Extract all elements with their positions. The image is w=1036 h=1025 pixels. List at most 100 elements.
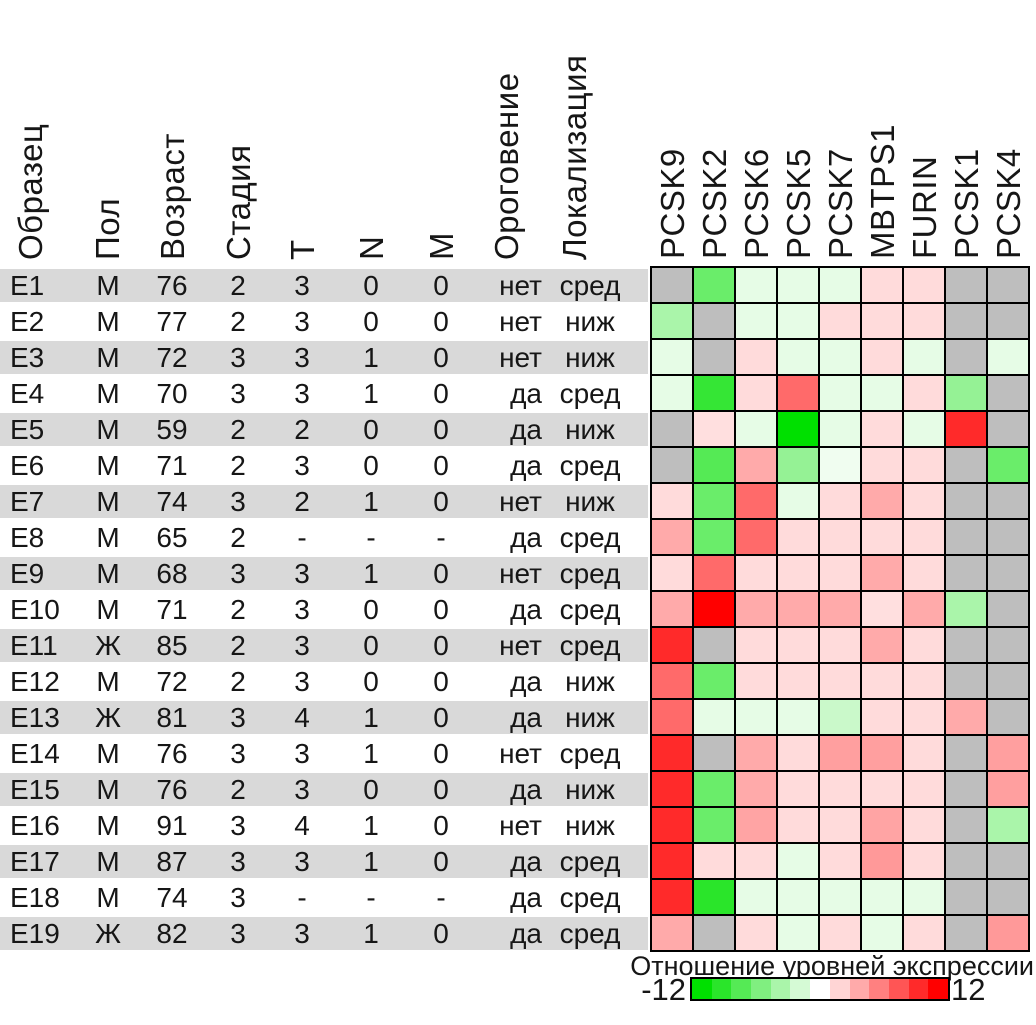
heatmap-cell-E14-PCSK4 xyxy=(988,736,1028,770)
heatmap-cell-E13-PCSK7 xyxy=(820,700,860,734)
heatmap-cell-E13-PCSK1 xyxy=(946,700,986,734)
heatmap-cell-E3-MBTPS1 xyxy=(862,340,902,374)
cell: 2 xyxy=(294,414,310,445)
cell: 2 xyxy=(230,774,246,805)
heatmap-cell-E18-PCSK9 xyxy=(652,880,692,914)
heatmap-cell-E15-PCSK4 xyxy=(988,772,1028,806)
heatmap-cell-E18-MBTPS1 xyxy=(862,880,902,914)
heatmap-cell-E18-PCSK7 xyxy=(820,880,860,914)
cell: ниж xyxy=(565,486,615,517)
heatmap-cell-E17-PCSK4 xyxy=(988,844,1028,878)
heatmap-cell-E7-PCSK4 xyxy=(988,484,1028,518)
heatmap-cell-E19-PCSK5 xyxy=(778,916,818,950)
cell: нет xyxy=(499,342,542,373)
cell: 3 xyxy=(294,738,310,769)
legend-gradient-segment xyxy=(869,979,889,999)
cell: Ж xyxy=(95,702,121,733)
cell: 4 xyxy=(294,810,310,841)
cell: E12 xyxy=(10,666,60,697)
cell: нет xyxy=(499,630,542,661)
heatmap-cell-E5-PCSK4 xyxy=(988,412,1028,446)
gene-header-pcsk9: PCSK9 xyxy=(654,148,691,259)
heatmap-cell-E16-PCSK7 xyxy=(820,808,860,842)
cell: 3 xyxy=(294,450,310,481)
cell: нет xyxy=(499,738,542,769)
column-header-7: М xyxy=(423,232,460,260)
cell: 74 xyxy=(156,882,188,913)
heatmap-cell-E9-FURIN xyxy=(904,556,944,590)
heatmap-cell-E7-PCSK9 xyxy=(652,484,692,518)
heatmap-cell-E11-PCSK6 xyxy=(736,628,776,662)
cell: 0 xyxy=(433,774,449,805)
cell: 0 xyxy=(363,450,379,481)
heatmap-cell-E6-PCSK4 xyxy=(988,448,1028,482)
heatmap-cell-E12-PCSK5 xyxy=(778,664,818,698)
heatmap-cell-E8-PCSK2 xyxy=(694,520,734,554)
heatmap-cell-E8-PCSK6 xyxy=(736,520,776,554)
cell: E3 xyxy=(10,342,45,373)
cell: 3 xyxy=(230,702,246,733)
heatmap-cell-E4-FURIN xyxy=(904,376,944,410)
heatmap-cell-E4-MBTPS1 xyxy=(862,376,902,410)
cell: 0 xyxy=(433,738,449,769)
cell: да xyxy=(510,882,542,913)
heatmap-cell-E9-PCSK1 xyxy=(946,556,986,590)
heatmap-cell-E13-PCSK6 xyxy=(736,700,776,734)
legend-color-scale xyxy=(690,977,950,1001)
heatmap-cell-E11-PCSK5 xyxy=(778,628,818,662)
cell: ниж xyxy=(565,342,615,373)
heatmap-cell-E17-PCSK6 xyxy=(736,844,776,878)
heatmap-cell-E2-PCSK9 xyxy=(652,304,692,338)
cell: М xyxy=(96,270,120,301)
table-row-E2: E2 М 77 2 3 0 0 нет ниж xyxy=(0,304,648,340)
cell: - xyxy=(297,882,307,913)
heatmap-cell-E7-PCSK6 xyxy=(736,484,776,518)
heatmap-cell-E16-PCSK6 xyxy=(736,808,776,842)
heatmap-cell-E12-PCSK1 xyxy=(946,664,986,698)
cell: М xyxy=(96,558,120,589)
heatmap-cell-E10-PCSK9 xyxy=(652,592,692,626)
heatmap-cell-E11-MBTPS1 xyxy=(862,628,902,662)
heatmap-cell-E16-PCSK9 xyxy=(652,808,692,842)
cell: 59 xyxy=(156,414,188,445)
heatmap-cell-E4-PCSK6 xyxy=(736,376,776,410)
heatmap-cell-E10-PCSK6 xyxy=(736,592,776,626)
cell: E10 xyxy=(10,594,60,625)
table-row-E9: E9 М 68 3 3 1 0 нет сред xyxy=(0,556,648,592)
cell: 3 xyxy=(294,630,310,661)
table-row-E17: E17 М 87 3 3 1 0 да сред xyxy=(0,844,648,880)
heatmap-cell-E2-PCSK7 xyxy=(820,304,860,338)
cell: E6 xyxy=(10,450,45,481)
cell: сред xyxy=(559,378,621,409)
cell: 2 xyxy=(230,630,246,661)
cell: М xyxy=(96,378,120,409)
cell: нет xyxy=(499,270,542,301)
heatmap-cell-E12-PCSK6 xyxy=(736,664,776,698)
heatmap-cell-E2-PCSK1 xyxy=(946,304,986,338)
heatmap-cell-E16-PCSK2 xyxy=(694,808,734,842)
cell: сред xyxy=(559,558,621,589)
cell: E9 xyxy=(10,558,45,589)
cell: 0 xyxy=(433,846,449,877)
heatmap-cell-E17-PCSK5 xyxy=(778,844,818,878)
cell: М xyxy=(96,882,120,913)
cell: 1 xyxy=(363,558,379,589)
heatmap-cell-E14-PCSK7 xyxy=(820,736,860,770)
cell: сред xyxy=(559,450,621,481)
heatmap-cell-E7-PCSK2 xyxy=(694,484,734,518)
row-band xyxy=(0,917,648,950)
cell: М xyxy=(96,594,120,625)
column-header-4: Стадия xyxy=(220,144,257,261)
legend-max-label: 12 xyxy=(951,972,986,1007)
cell: 0 xyxy=(363,666,379,697)
row-band xyxy=(0,557,648,590)
table-row-E19: E19 Ж 82 3 3 1 0 да сред xyxy=(0,916,648,952)
heatmap-cell-E10-PCSK2 xyxy=(694,592,734,626)
heatmap-cell-E15-PCSK5 xyxy=(778,772,818,806)
cell: да xyxy=(510,378,542,409)
cell: 2 xyxy=(230,450,246,481)
cell: 76 xyxy=(156,774,188,805)
cell: 1 xyxy=(363,738,379,769)
table-row-E5: E5 М 59 2 2 0 0 да ниж xyxy=(0,412,648,448)
heatmap-cell-E19-PCSK7 xyxy=(820,916,860,950)
